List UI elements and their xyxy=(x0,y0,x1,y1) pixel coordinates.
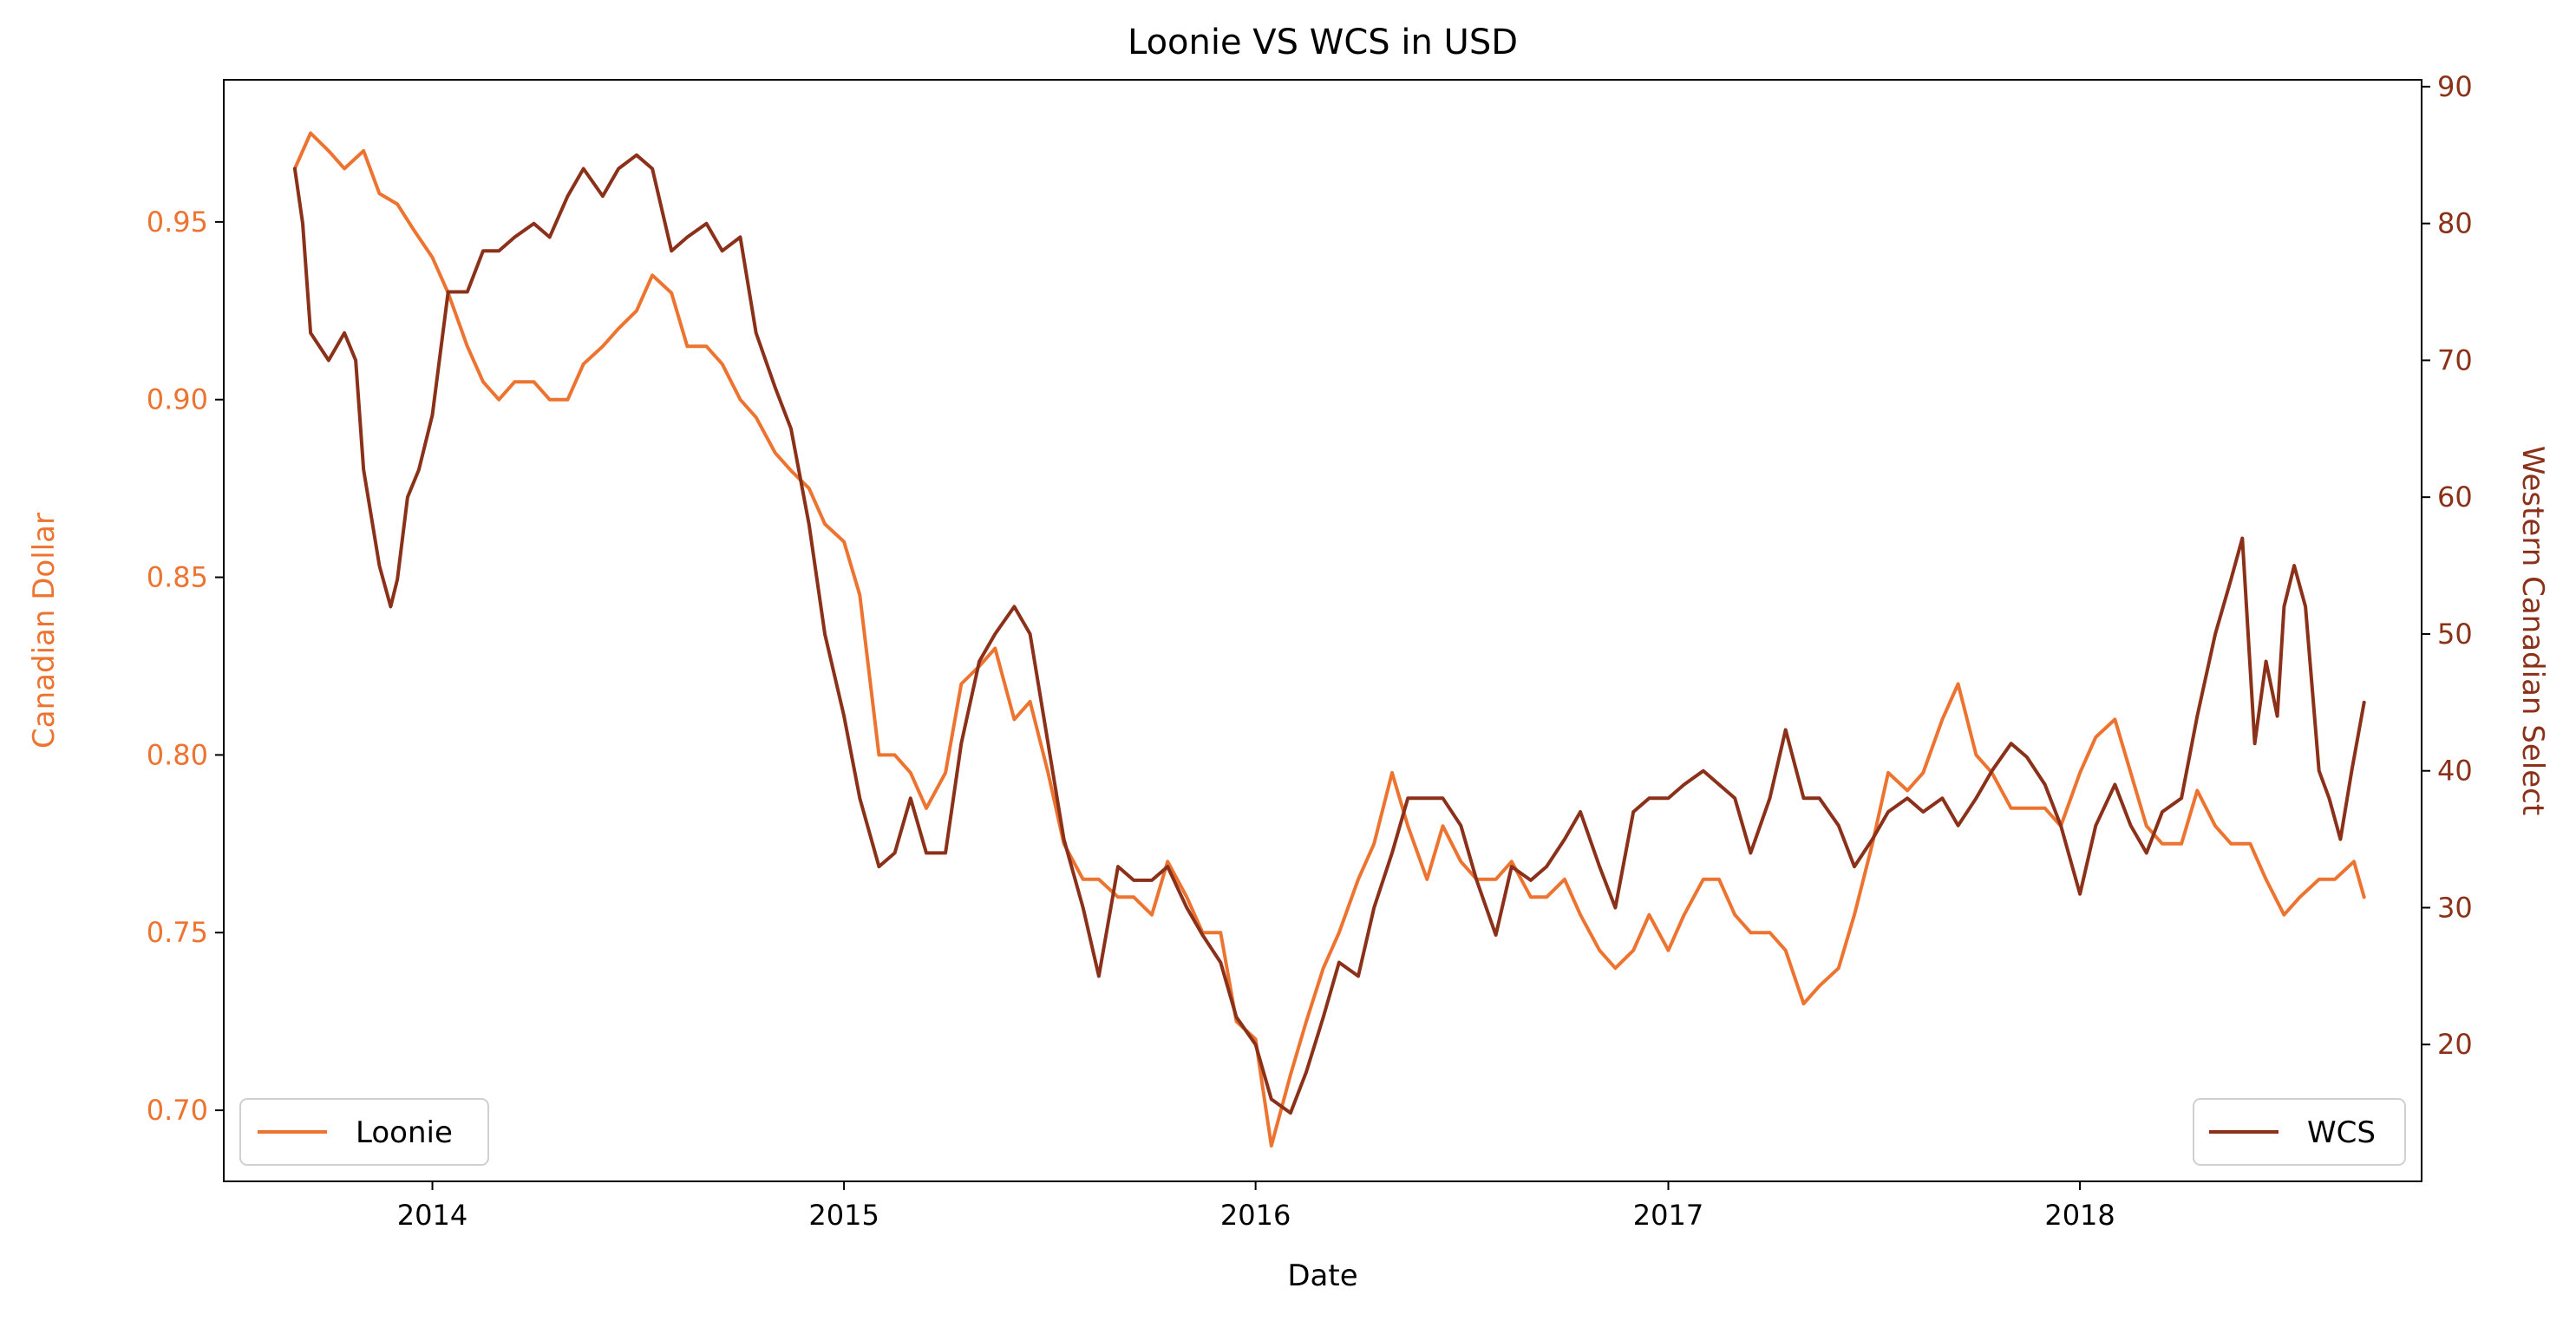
left-axis-ticks: 0.70 0.75 0.80 0.85 0.90 0.95 xyxy=(147,206,224,1127)
left-tick-label: 0.90 xyxy=(147,383,208,416)
x-tick-label: 2015 xyxy=(808,1199,879,1232)
x-tick-label: 2017 xyxy=(1633,1199,1703,1232)
series-layer xyxy=(292,131,2366,1148)
left-tick-label: 0.95 xyxy=(147,206,208,239)
left-tick-label: 0.85 xyxy=(147,561,208,594)
legend-loonie-box xyxy=(239,1098,489,1166)
x-tick-label: 2016 xyxy=(1220,1199,1291,1232)
right-tick-label: 40 xyxy=(2437,755,2473,788)
right-axis-ticks: 20 30 40 50 60 70 80 90 xyxy=(2422,70,2473,1061)
legend-loonie: Loonie xyxy=(239,1098,489,1166)
x-tick-label: 2014 xyxy=(397,1199,467,1232)
legend-wcs: WCS xyxy=(2193,1098,2406,1166)
legend-wcs-box xyxy=(2193,1098,2406,1166)
right-tick-label: 70 xyxy=(2437,343,2473,376)
y-right-axis-label: Western Canadian Select xyxy=(2515,446,2550,815)
plot-frame xyxy=(223,79,2422,1182)
y-left-axis-label: Canadian Dollar xyxy=(27,513,62,749)
left-tick-label: 0.75 xyxy=(147,916,208,949)
legend-loonie-label: Loonie xyxy=(356,1115,453,1150)
series-line-loonie xyxy=(292,131,2366,1148)
series-line-wcs xyxy=(292,153,2366,1115)
chart-title: Loonie VS WCS in USD xyxy=(1128,23,1518,62)
x-axis-label: Date xyxy=(1287,1259,1357,1293)
right-tick-label: 90 xyxy=(2437,70,2473,103)
right-tick-label: 30 xyxy=(2437,891,2473,924)
x-tick-label: 2018 xyxy=(2044,1199,2115,1232)
right-tick-label: 60 xyxy=(2437,481,2473,513)
right-tick-label: 50 xyxy=(2437,618,2473,651)
x-axis-ticks: 2014 2015 2016 2017 2018 xyxy=(397,1181,2115,1232)
left-tick-label: 0.80 xyxy=(147,738,208,771)
left-tick-label: 0.70 xyxy=(147,1094,208,1127)
right-tick-label: 20 xyxy=(2437,1028,2473,1061)
right-tick-label: 80 xyxy=(2437,207,2473,240)
legend-wcs-label: WCS xyxy=(2307,1115,2376,1150)
